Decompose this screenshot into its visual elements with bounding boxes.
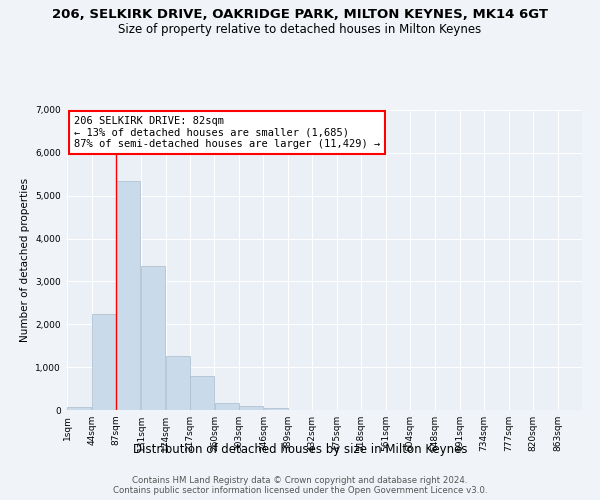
Bar: [116, 180, 140, 410]
Bar: [239, 406, 263, 410]
Bar: [67, 407, 91, 410]
Bar: [92, 314, 116, 410]
Bar: [166, 356, 190, 410]
Bar: [190, 376, 214, 410]
Text: Size of property relative to detached houses in Milton Keynes: Size of property relative to detached ho…: [118, 22, 482, 36]
Text: 206 SELKIRK DRIVE: 82sqm
← 13% of detached houses are smaller (1,685)
87% of sem: 206 SELKIRK DRIVE: 82sqm ← 13% of detach…: [74, 116, 380, 149]
Text: 206, SELKIRK DRIVE, OAKRIDGE PARK, MILTON KEYNES, MK14 6GT: 206, SELKIRK DRIVE, OAKRIDGE PARK, MILTO…: [52, 8, 548, 20]
Text: Distribution of detached houses by size in Milton Keynes: Distribution of detached houses by size …: [133, 442, 467, 456]
Bar: [215, 402, 239, 410]
Bar: [141, 266, 166, 410]
Y-axis label: Number of detached properties: Number of detached properties: [20, 178, 30, 342]
Text: Contains HM Land Registry data © Crown copyright and database right 2024.
Contai: Contains HM Land Registry data © Crown c…: [113, 476, 487, 495]
Bar: [263, 408, 288, 410]
